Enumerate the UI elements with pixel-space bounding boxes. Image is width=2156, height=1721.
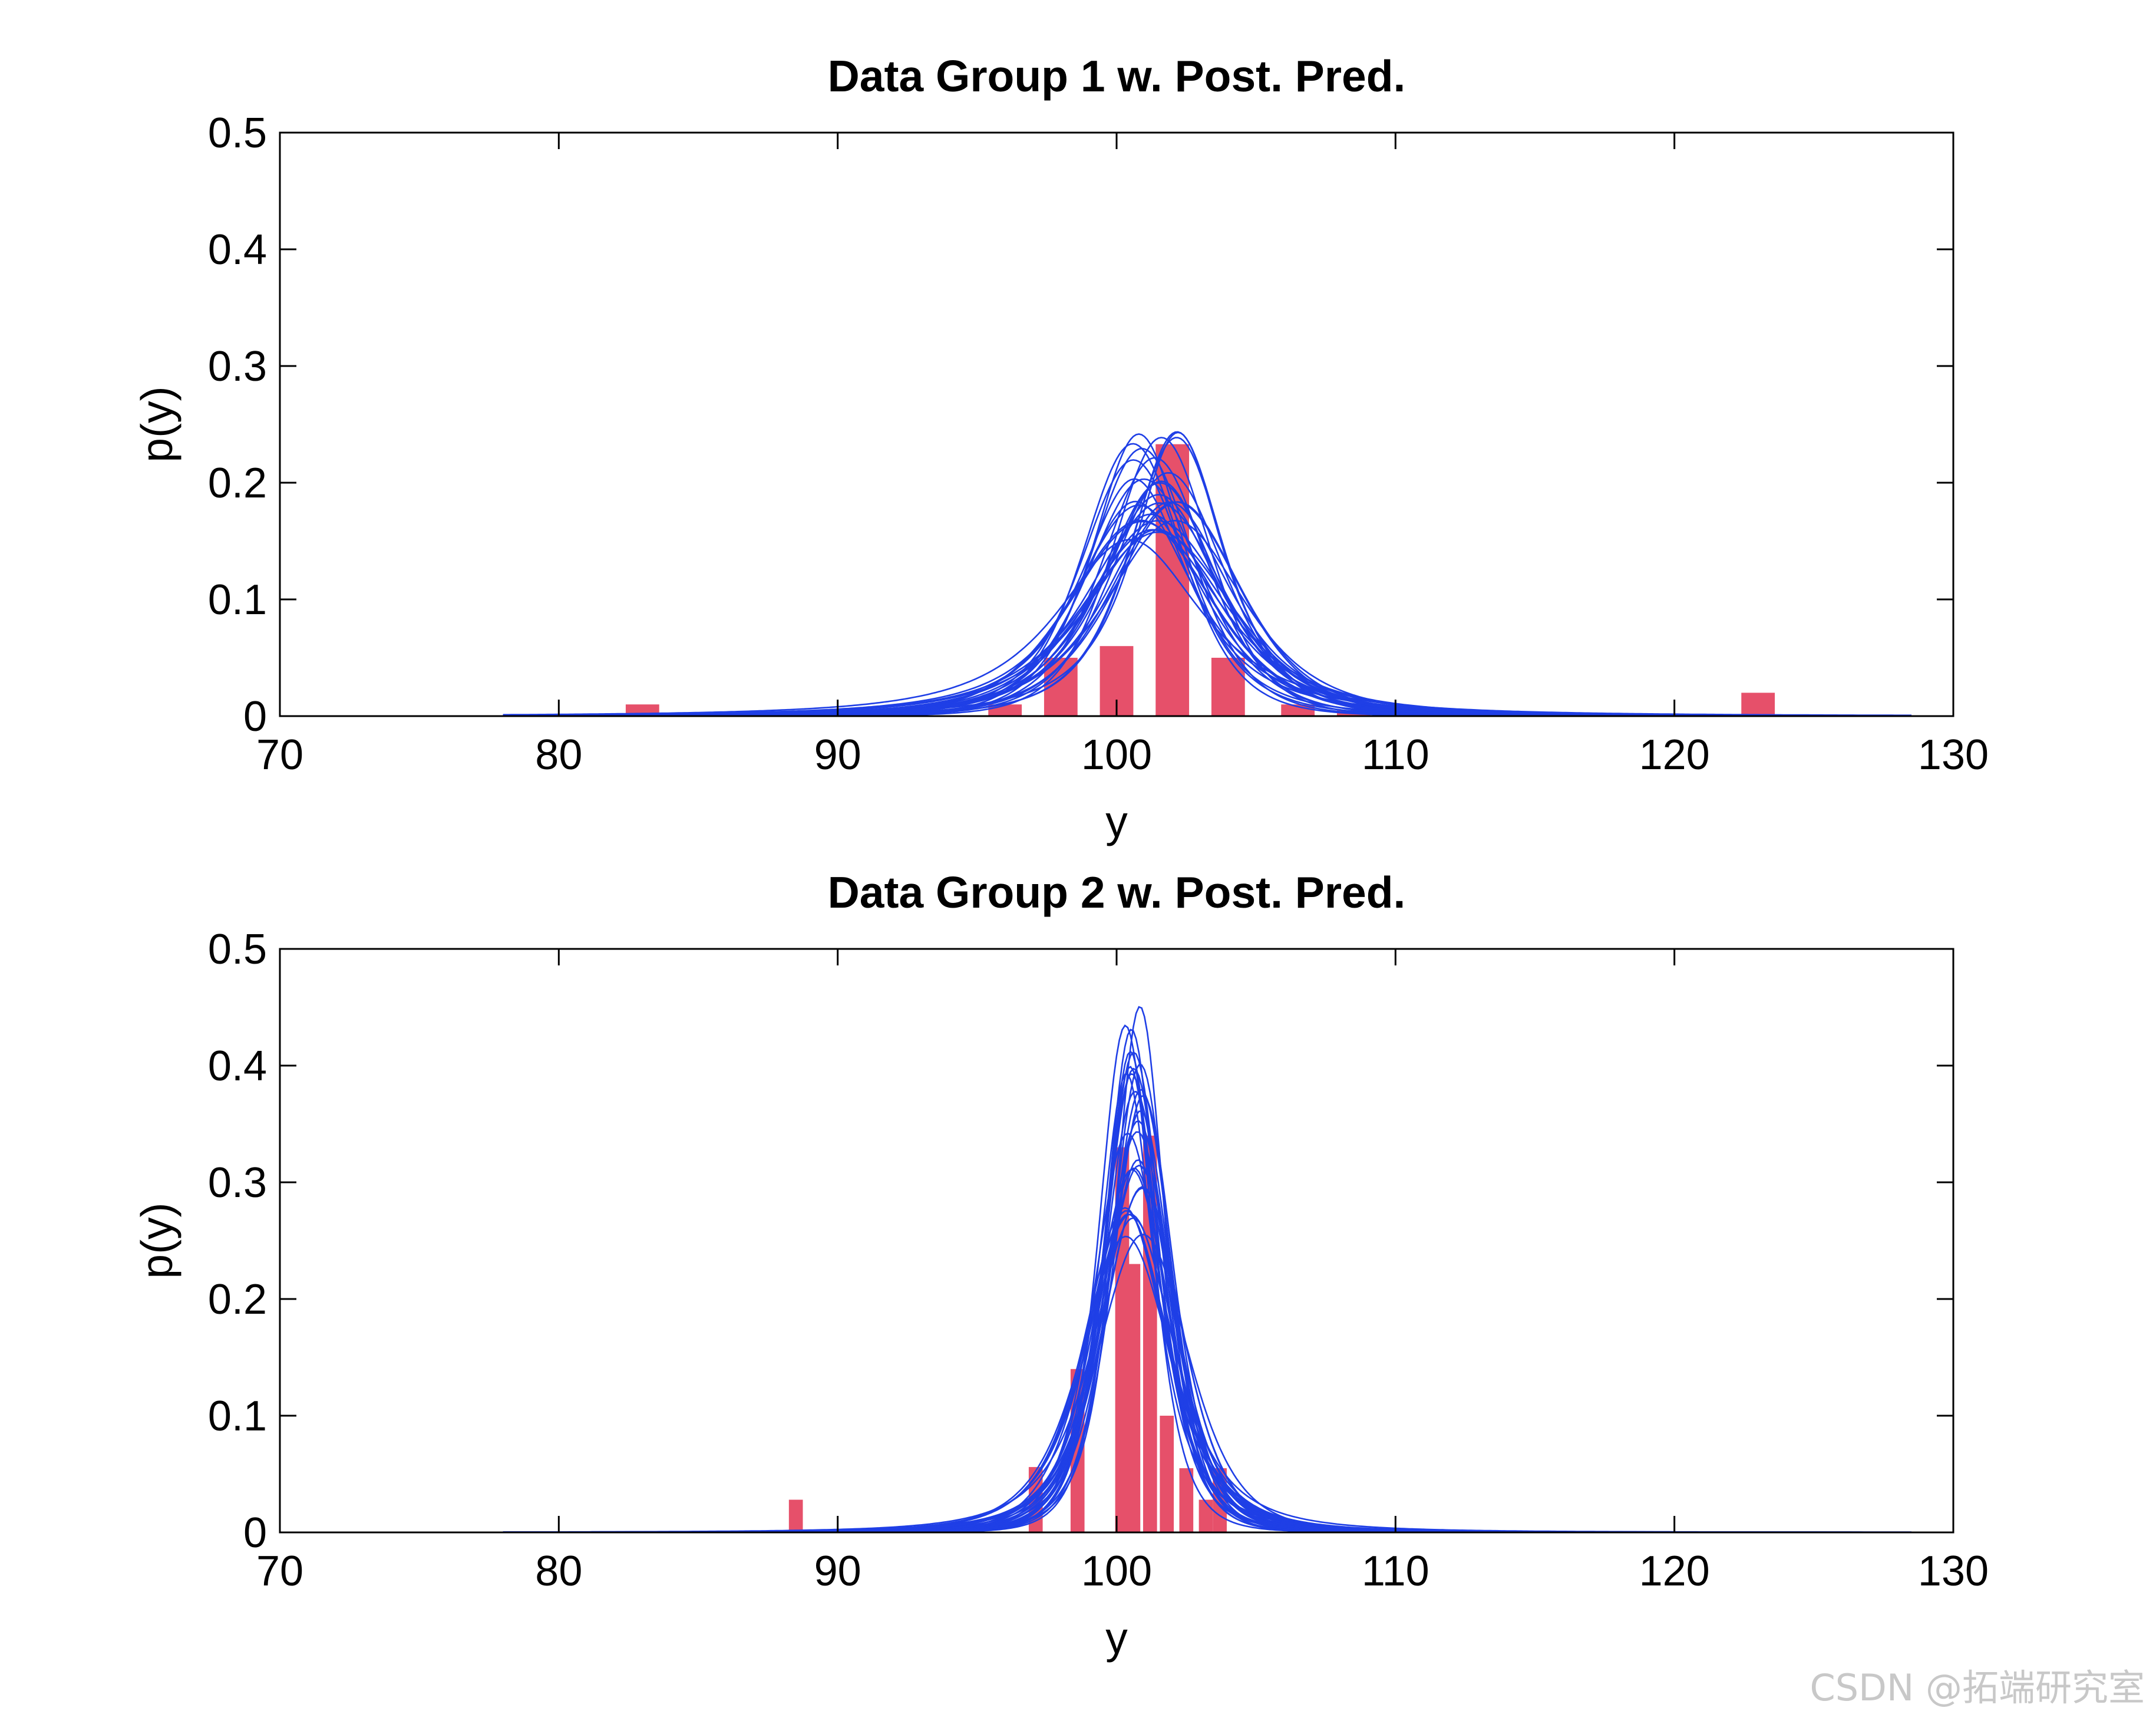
x-axis-label-1: y [1105,797,1128,846]
y-tick-label: 0.3 [208,1159,267,1206]
histogram-bar [1179,1468,1194,1532]
posterior-predictive-curve [503,443,1911,717]
posterior-predictive-curve [503,1090,1911,1534]
histogram-bar [1741,693,1775,716]
x-tick-label: 100 [1081,1548,1152,1595]
ticks-group-1: 70 80 90 100 110 120 130 0 0.1 0.2 0.3 0.4 0.5 [208,110,1989,779]
chart-title-2: Data Group 2 w. Post. Pred. [828,868,1406,917]
x-axis-label-2: y [1105,1613,1128,1663]
y-tick-label: 0.3 [208,343,267,390]
x-tick-label: 80 [535,1548,582,1595]
y-tick-label: 0.5 [208,110,267,157]
bars-group-1 [625,444,1775,716]
posterior-predictive-curve [503,433,1911,717]
y-tick-label: 0.1 [208,576,267,624]
y-tick-label: 0.5 [208,926,267,973]
x-tick-label: 120 [1639,1548,1710,1595]
histogram-bar [1115,1147,1130,1532]
x-tick-label: 100 [1081,731,1152,779]
histogram-bar [788,1499,803,1532]
x-tick-label: 90 [814,1548,861,1595]
posterior-predictive-curve [503,431,1911,717]
posterior-curves-group-1 [503,431,1911,717]
posterior-predictive-curve [503,1110,1911,1534]
posterior-predictive-curve [503,1095,1911,1534]
x-tick-label: 110 [1362,731,1429,779]
y-tick-label: 0.1 [208,1393,267,1440]
x-tick-label: 130 [1918,1548,1989,1595]
histogram-bar [1211,658,1245,716]
plot-frame-1 [279,131,1954,717]
posterior-predictive-curve [503,539,1911,716]
y-axis-label-2: p(y) [132,1202,181,1278]
y-tick-label: 0.4 [208,226,267,273]
histogram-bar [1281,704,1315,716]
y-tick-label: 0.4 [208,1043,267,1090]
y-tick-label: 0 [243,693,267,740]
x-tick-label: 90 [814,731,861,779]
histogram-bar [1160,1416,1174,1532]
y-axis-label-1: p(y) [132,386,181,462]
histogram-bar [1198,1499,1213,1532]
watermark: CSDN @拓端研究室 [1810,1666,2145,1709]
x-tick-label: 120 [1639,731,1710,779]
posterior-predictive-curve [503,431,1911,717]
y-tick-label: 0.2 [208,1276,267,1323]
chart-panel-2: Data Group 2 w. Post. Pred. 70 80 90 100 110… [132,868,1989,1663]
ticks-group-2: 70 80 90 100 110 120 130 0 0.1 0.2 0.3 0.4 0.5 [208,926,1989,1595]
y-tick-label: 0 [243,1509,267,1557]
x-tick-label: 130 [1918,731,1989,779]
x-tick-label: 80 [535,731,582,779]
x-tick-label: 110 [1362,1548,1429,1595]
posterior-predictive-curve [503,1206,1911,1534]
histogram-bar [1126,1264,1141,1532]
x-tick-label: 70 [256,731,303,779]
chart-panel-1: Data Group 1 w. Post. Pred. 70 80 90 100 110… [132,51,1989,846]
posterior-predictive-curve [503,1089,1911,1534]
bars-group-2 [788,1135,1227,1532]
posterior-curves-group-2 [503,1005,1911,1534]
y-tick-label: 0.2 [208,460,267,507]
x-tick-label: 70 [256,1548,303,1595]
chart-title-1: Data Group 1 w. Post. Pred. [828,51,1406,101]
